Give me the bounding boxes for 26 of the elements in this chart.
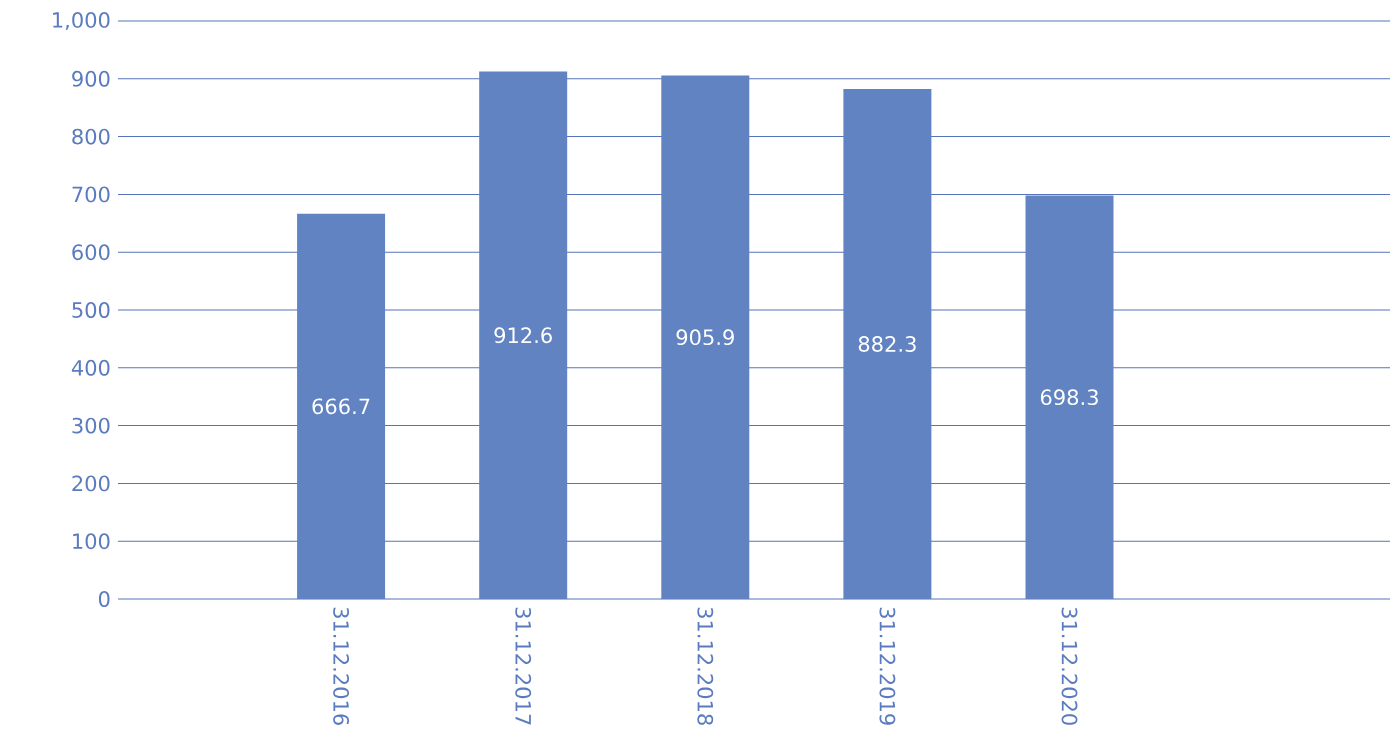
y-tick-label: 600	[72, 244, 110, 261]
data-label: 882.3	[858, 336, 916, 352]
y-tick-label: 400	[71, 359, 110, 376]
data-label: 905.9	[676, 329, 734, 346]
data-label: 666.7	[312, 398, 370, 415]
y-tick-label: 200	[72, 475, 110, 492]
y-tick-label: 300	[72, 417, 110, 434]
y-tick-label: 700	[72, 186, 110, 203]
y-tick-label: 1,000	[53, 11, 110, 31]
y-tick-label: 0	[98, 591, 110, 607]
data-label: 698.3	[1040, 389, 1098, 406]
data-label: 912.6	[494, 327, 552, 344]
x-tick-label: 31.12.2019	[879, 607, 896, 725]
x-tick-label: 31.12.2018	[697, 607, 714, 725]
x-tick-label: 31.12.2016	[333, 607, 350, 725]
y-tick-label: 500	[72, 302, 110, 318]
bar	[1025, 195, 1114, 599]
y-tick-label: 900	[72, 70, 110, 87]
y-tick-label: 800	[72, 128, 110, 145]
y-tick-label: 100	[73, 533, 110, 550]
bar	[843, 89, 932, 599]
bar	[661, 75, 750, 599]
bar	[479, 71, 568, 599]
x-tick-label: 31.12.2017	[515, 607, 532, 725]
bar	[297, 213, 386, 599]
x-tick-label: 31.12.2020	[1061, 607, 1078, 725]
